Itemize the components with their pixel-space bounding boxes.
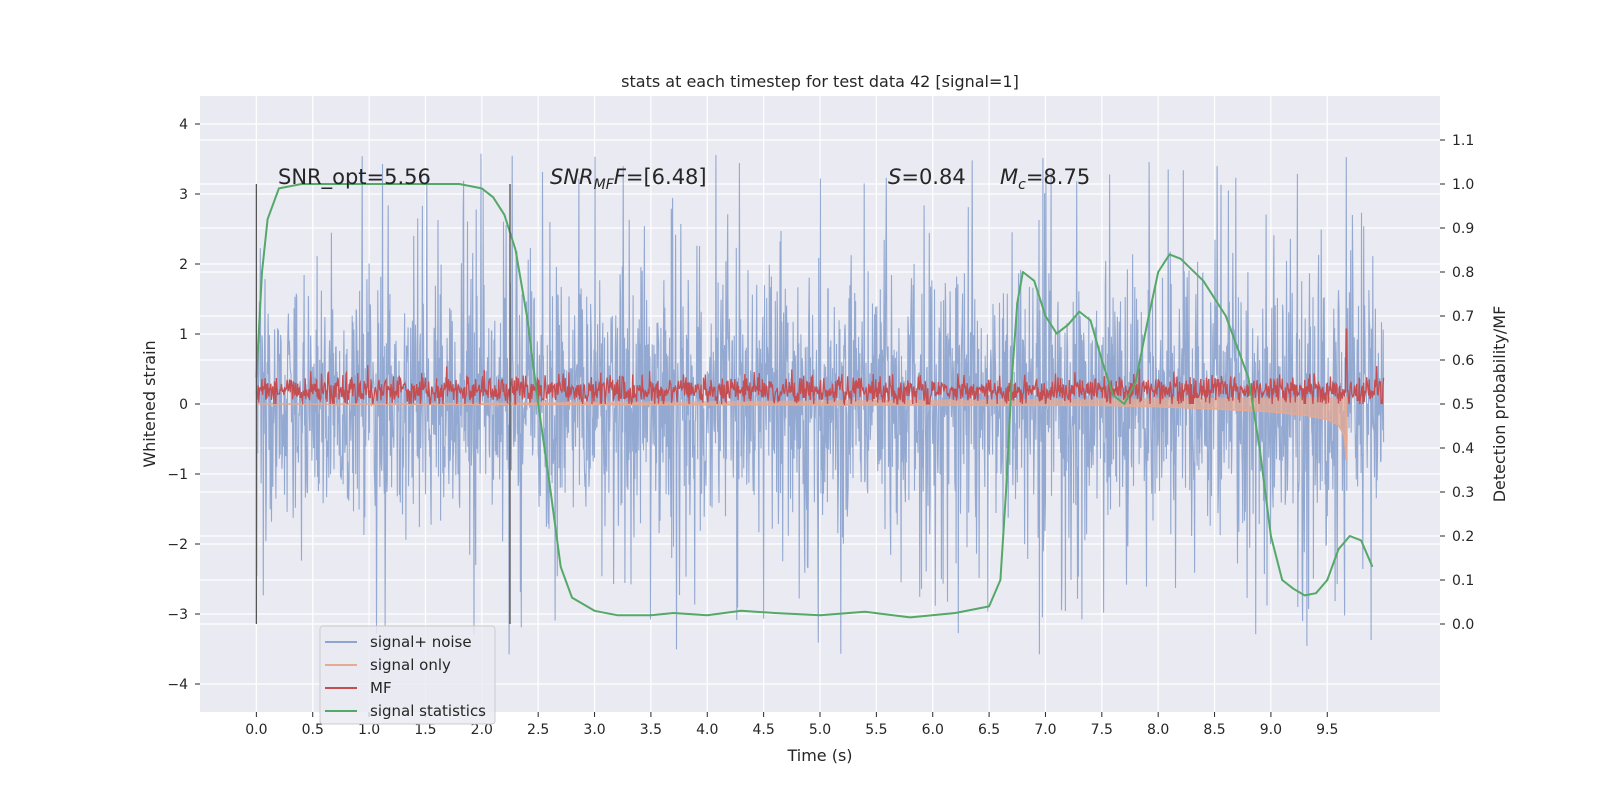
y-left-tick-label: 2: [179, 257, 188, 273]
y-left-tick-label: 4: [179, 117, 188, 133]
x-tick-label: 4.5: [753, 722, 775, 738]
x-tick-label: 0.5: [302, 722, 324, 738]
y-right-tick-label: 0.7: [1452, 309, 1474, 325]
x-tick-label: 9.0: [1260, 722, 1282, 738]
x-tick-label: 7.0: [1034, 722, 1056, 738]
y-right-tick-label: 0.6: [1452, 353, 1474, 369]
x-tick-label: 1.0: [358, 722, 380, 738]
series-layer: [255, 153, 1385, 655]
x-tick-label: 3.0: [583, 722, 605, 738]
annotation-snr-mf-value: =[6.48]: [626, 165, 707, 189]
x-tick-label: 5.0: [809, 722, 831, 738]
annotation-s: S=0.84: [888, 165, 966, 189]
y-right-tick-label: 1.1: [1452, 133, 1474, 149]
x-tick-label: 8.5: [1203, 722, 1225, 738]
x-tick-label: 8.0: [1147, 722, 1169, 738]
y-axis-left-label: Whitened strain: [140, 340, 159, 467]
x-tick-label: 6.0: [922, 722, 944, 738]
x-axis-label: Time (s): [786, 746, 852, 765]
y-axis-left-ticks: 4 3 2 1 0 −1 −2 −3 −4: [167, 117, 200, 693]
y-left-tick-label: 3: [179, 187, 188, 203]
x-tick-label: 0.0: [245, 722, 267, 738]
y-left-tick-label: −1: [167, 467, 188, 483]
vertical-markers: [255, 184, 511, 624]
legend-box: [319, 625, 496, 725]
x-tick-label: 2.5: [527, 722, 549, 738]
x-tick-label: 2.0: [471, 722, 493, 738]
y-right-tick-label: 0.2: [1452, 529, 1474, 545]
annotation-mc-sub: c: [1018, 177, 1026, 193]
series-signal-only: [256, 397, 1348, 461]
y-axis-right-ticks: 1.1 1.0 0.9 0.8 0.7 0.6 0.5 0.4 0.3 0.2 0.1 0.0: [1440, 133, 1474, 633]
series-mf: [255, 328, 1385, 406]
annotation-mc-base: M: [1000, 165, 1018, 189]
annotation-mc: Mc=8.75: [1000, 165, 1090, 193]
y-left-tick-label: 0: [179, 397, 188, 413]
x-tick-label: 9.5: [1316, 722, 1338, 738]
y-left-tick-label: −2: [167, 537, 188, 553]
annotation-snr-mf-base: SNR: [550, 165, 594, 189]
x-tick-label: 6.5: [978, 722, 1000, 738]
y-right-tick-label: 0.5: [1452, 397, 1474, 413]
legend: signal+ noise signal only MF signal statist…: [319, 625, 496, 725]
series-signal-plus-noise: [255, 153, 1385, 655]
annotation-snr-mf: SNRMFF=[6.48]: [550, 165, 707, 193]
y-left-tick-label: −3: [167, 607, 188, 623]
annotation-s-base: S: [888, 165, 901, 189]
x-tick-label: 5.5: [865, 722, 887, 738]
y-right-tick-label: 0.1: [1452, 573, 1474, 589]
annotation-snr-opt: SNR_opt=5.56: [278, 165, 431, 190]
series-signal-statistics: [255, 183, 1374, 619]
y-right-tick-label: 0.0: [1452, 617, 1474, 633]
y-right-tick-label: 0.9: [1452, 221, 1474, 237]
y-right-tick-label: 1.0: [1452, 177, 1474, 193]
chart-title: stats at each timestep for test data 42 …: [621, 72, 1019, 91]
y-right-tick-label: 0.4: [1452, 441, 1474, 457]
annotation-snr-mf-sub: MF: [594, 177, 615, 193]
legend-label: signal statistics: [370, 702, 486, 720]
y-left-tick-label: 1: [179, 327, 188, 343]
x-tick-label: 4.0: [696, 722, 718, 738]
x-tick-label: 3.5: [640, 722, 662, 738]
y-left-tick-label: −4: [167, 677, 188, 693]
annotation-mc-value: =8.75: [1026, 165, 1090, 189]
x-axis-ticks: 0.0 0.5 1.0 1.5 2.0 2.5 3.0 3.5 4.0 4.5 5.0 5.5 6.0 6…: [245, 712, 1338, 738]
x-tick-label: 7.5: [1091, 722, 1113, 738]
y-right-tick-label: 0.8: [1452, 265, 1474, 281]
legend-label: signal only: [370, 656, 451, 674]
legend-label: signal+ noise: [370, 633, 472, 651]
annotation-s-value: =0.84: [901, 165, 965, 189]
legend-label: MF: [370, 679, 392, 697]
annotations: SNR_opt=5.56 SNRMFF=[6.48] S=0.84 Mc=8.7…: [278, 165, 1090, 193]
y-axis-right-label: Detection probability/MF: [1490, 306, 1509, 503]
x-tick-label: 1.5: [414, 722, 436, 738]
y-right-tick-label: 0.3: [1452, 485, 1474, 501]
